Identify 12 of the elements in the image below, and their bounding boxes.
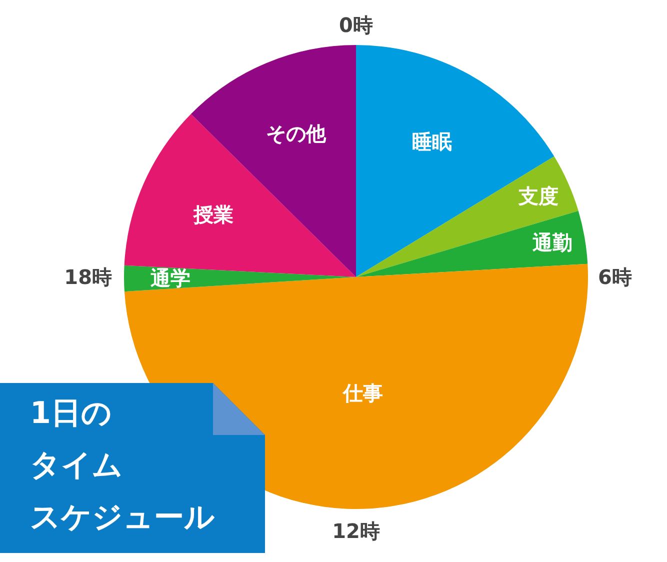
text: 18時: [64, 265, 112, 289]
slice-label: 授業: [192, 202, 234, 226]
text: 12時: [332, 519, 380, 543]
slice-label: 通学: [149, 266, 190, 290]
text: 1日のタイムスケジュール: [30, 396, 215, 535]
slice-label: 通勤: [532, 230, 573, 255]
slice-label: 支度: [517, 184, 558, 208]
text: 6時: [598, 265, 632, 289]
slice-label: 睡眠: [412, 130, 452, 154]
text: 0時: [339, 13, 373, 37]
slice-label: 仕事: [342, 380, 383, 405]
slice-label: その他: [266, 122, 328, 146]
